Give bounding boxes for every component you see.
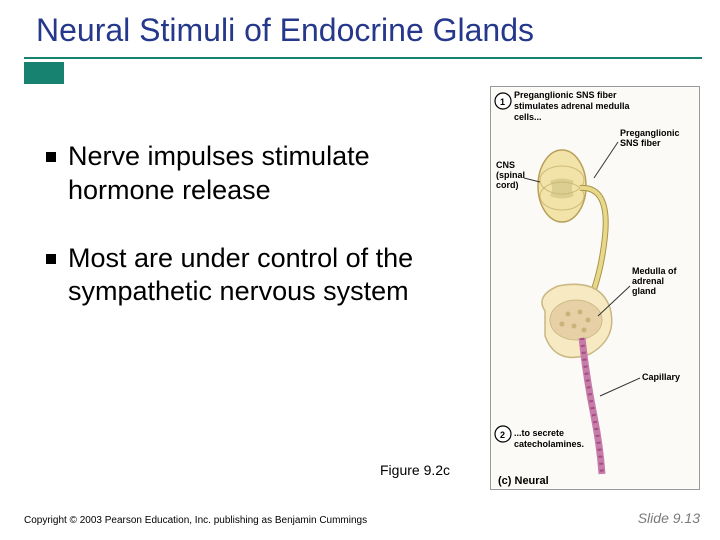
list-item: Most are under control of the sympatheti…	[46, 242, 426, 310]
medulla-label: Medulla of adrenal gland	[632, 266, 679, 296]
step-1-number: 1	[500, 97, 505, 107]
bullet-marker	[46, 152, 56, 162]
step-2-text: ...to secrete catecholamines.	[514, 428, 584, 449]
list-item: Nerve impulses stimulate hormone release	[46, 140, 426, 208]
figure-reference: Figure 9.2c	[380, 462, 450, 478]
capillary-shape	[582, 338, 602, 474]
title-accent-block	[24, 62, 64, 84]
figure-svg: 1 Preganglionic SNS fiber stimulates adr…	[490, 86, 700, 490]
step-2-number: 2	[500, 430, 505, 440]
bullet-marker	[46, 254, 56, 264]
slide-number: Slide 9.13	[638, 510, 700, 526]
figure-caption: (c) Neural	[498, 475, 549, 487]
copyright-text: Copyright © 2003 Pearson Education, Inc.…	[24, 515, 367, 526]
bullet-list: Nerve impulses stimulate hormone release…	[46, 140, 426, 343]
capillary-label: Capillary	[642, 372, 680, 382]
page-title: Neural Stimuli of Endocrine Glands	[36, 12, 702, 49]
cns-label: CNS (spinal cord)	[496, 160, 528, 190]
bullet-text: Most are under control of the sympatheti…	[68, 242, 426, 310]
bullet-text: Nerve impulses stimulate hormone release	[68, 140, 426, 208]
medulla-shape	[550, 300, 602, 340]
title-bar: Neural Stimuli of Endocrine Glands	[24, 8, 702, 59]
fiber-label: Preganglionic SNS fiber	[620, 128, 682, 148]
figure-diagram: 1 Preganglionic SNS fiber stimulates adr…	[490, 86, 700, 490]
step-1-text: Preganglionic SNS fiber stimulates adren…	[514, 90, 632, 122]
